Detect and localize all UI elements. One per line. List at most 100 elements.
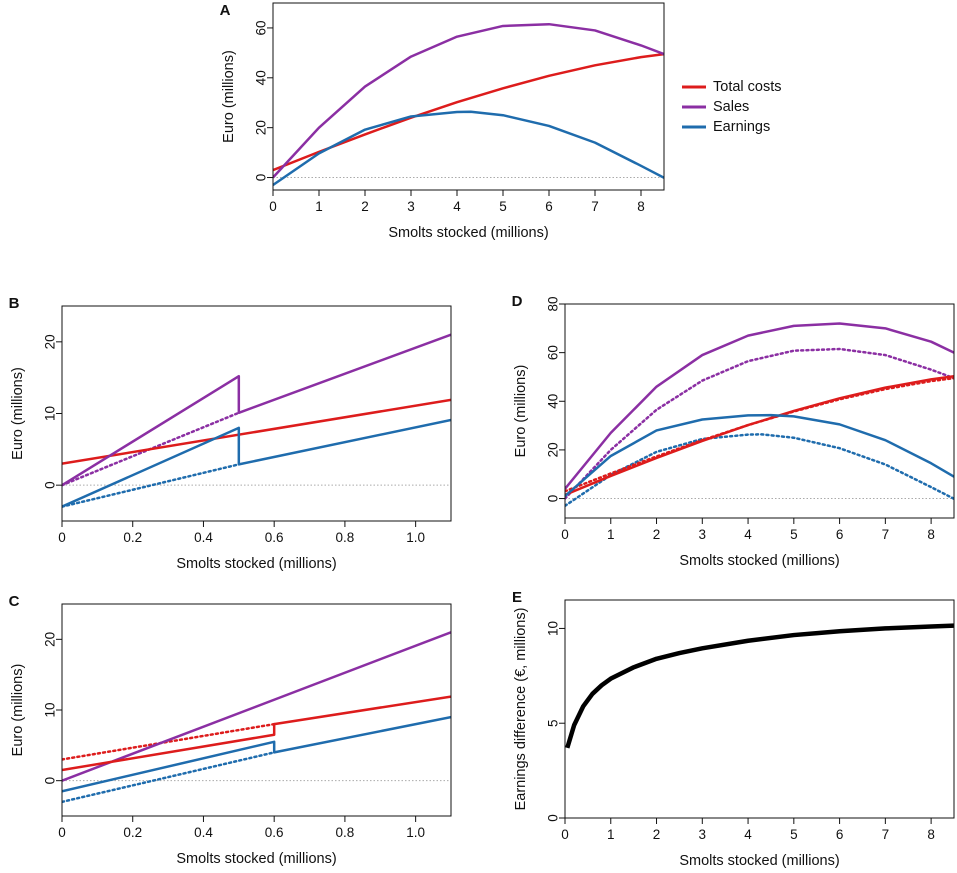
y-tick-label: 20 [254,120,269,135]
series-line-sales [565,322,954,490]
y-tick-label: 5 [546,719,561,727]
x-tick-label: 0 [561,527,569,542]
x-axis-title: Smolts stocked (millions) [176,851,336,867]
legend-label: Earnings [713,119,770,135]
x-tick-label: 0.8 [336,825,355,840]
panel-b: B 0 0.2 0.4 0.6 0.8 1.0 0 10 20 Smolts stocked (mi… [9,295,452,572]
y-tick-label: 0 [546,814,561,822]
series-line-earnings-dotted [62,751,276,804]
x-tick-label: 0.4 [194,825,213,840]
plot-frame [564,303,955,519]
panel-letter: E [512,589,522,606]
series-line-earnings [565,413,954,498]
x-tick-label: 0 [561,827,569,842]
plot-frame [61,603,452,817]
y-tick-label: 10 [43,702,58,717]
y-axis-title: Euro (millions) [513,365,529,458]
y-tick-label: 0 [546,495,561,503]
x-tick-label: 1 [607,527,615,542]
y-tick-label: 60 [254,20,269,35]
series-line-total-costs [62,398,451,465]
x-tick-label: 4 [744,527,752,542]
x-tick-label: 2 [653,527,661,542]
y-tick-label: 0 [254,174,269,182]
series-line-earnings [62,715,451,793]
x-tick-label: 7 [882,527,890,542]
y-axis-title: Euro (millions) [221,50,237,143]
series-line-sales [273,22,664,179]
x-tick-label: 2 [653,827,661,842]
x-tick-label: 5 [499,199,507,214]
y-axis-title: Earnings difference (€, millions) [513,608,529,811]
y-tick-label: 80 [546,296,561,311]
panel-letter: B [9,295,20,312]
series-line-total-costs-dotted [62,722,276,761]
x-tick-label: 0 [269,199,277,214]
x-tick-label: 8 [927,527,935,542]
y-tick-label: 10 [546,621,561,636]
x-tick-label: 0 [58,530,66,545]
x-tick-label: 0.8 [336,530,355,545]
x-axis-title: Smolts stocked (millions) [176,556,336,572]
series-line-sales-dotted [565,347,954,500]
series-line-total-costs [62,695,451,772]
x-tick-label: 0.2 [123,825,142,840]
panel-c: C 0 0.2 0.4 0.6 0.8 1.0 0 10 20 Smolts stocked (mi… [9,593,452,867]
legend-label: Total costs [713,79,782,95]
series-line-total-costs [273,52,664,172]
series-line-earnings [273,110,664,187]
x-tick-label: 4 [453,199,461,214]
x-tick-label: 3 [407,199,415,214]
y-tick-label: 40 [254,70,269,85]
x-tick-label: 0 [58,825,66,840]
series-line-sales [62,333,451,487]
legend: Total costs Sales Earnings [682,79,782,135]
y-tick-label: 20 [43,334,58,349]
x-tick-label: 8 [637,199,645,214]
y-tick-label: 60 [546,345,561,360]
panel-a: A 0 1 2 3 4 5 6 7 8 0 20 40 60 Smolts stocked (million… [220,2,782,241]
panel-e: E 0 1 2 3 4 5 6 7 8 0 5 10 Smolts stocked (millions) E… [512,589,955,869]
y-tick-label: 0 [43,777,58,785]
series-line-earnings-dotted [62,463,241,508]
plot-frame [61,305,452,522]
x-tick-label: 4 [744,827,752,842]
x-tick-label: 0.6 [265,530,284,545]
series-line-total-costs-dotted [565,376,954,493]
x-axis-title: Smolts stocked (millions) [679,853,839,869]
x-tick-label: 0.4 [194,530,213,545]
y-axis-title: Euro (millions) [10,367,26,460]
x-tick-label: 1 [607,827,615,842]
y-axis-title: Euro (millions) [10,664,26,757]
x-tick-label: 8 [927,827,935,842]
legend-label: Sales [713,99,749,115]
series-line-earnings-dotted [565,433,954,508]
x-tick-label: 5 [790,827,798,842]
x-tick-label: 5 [790,527,798,542]
panel-letter: A [220,2,231,19]
panel-letter: C [9,593,20,610]
x-tick-label: 6 [545,199,553,214]
y-tick-label: 20 [546,442,561,457]
x-tick-label: 3 [699,827,707,842]
x-tick-label: 6 [836,527,844,542]
x-tick-label: 2 [361,199,369,214]
y-tick-label: 40 [546,394,561,409]
x-tick-label: 7 [591,199,599,214]
y-tick-label: 10 [43,406,58,421]
plot-frame [272,2,665,191]
x-tick-label: 1 [315,199,323,214]
x-tick-label: 0.6 [265,825,284,840]
series-line-sales [62,631,451,782]
series-line-total-costs [565,374,954,497]
x-tick-label: 3 [699,527,707,542]
x-tick-label: 1.0 [406,530,425,545]
series-line-earnings [62,418,451,508]
panel-letter: D [512,293,523,310]
y-tick-label: 20 [43,632,58,647]
series-line-earnings-difference [565,623,954,749]
x-tick-label: 0.2 [123,530,142,545]
x-tick-label: 1.0 [406,825,425,840]
plot-frame [564,599,955,819]
